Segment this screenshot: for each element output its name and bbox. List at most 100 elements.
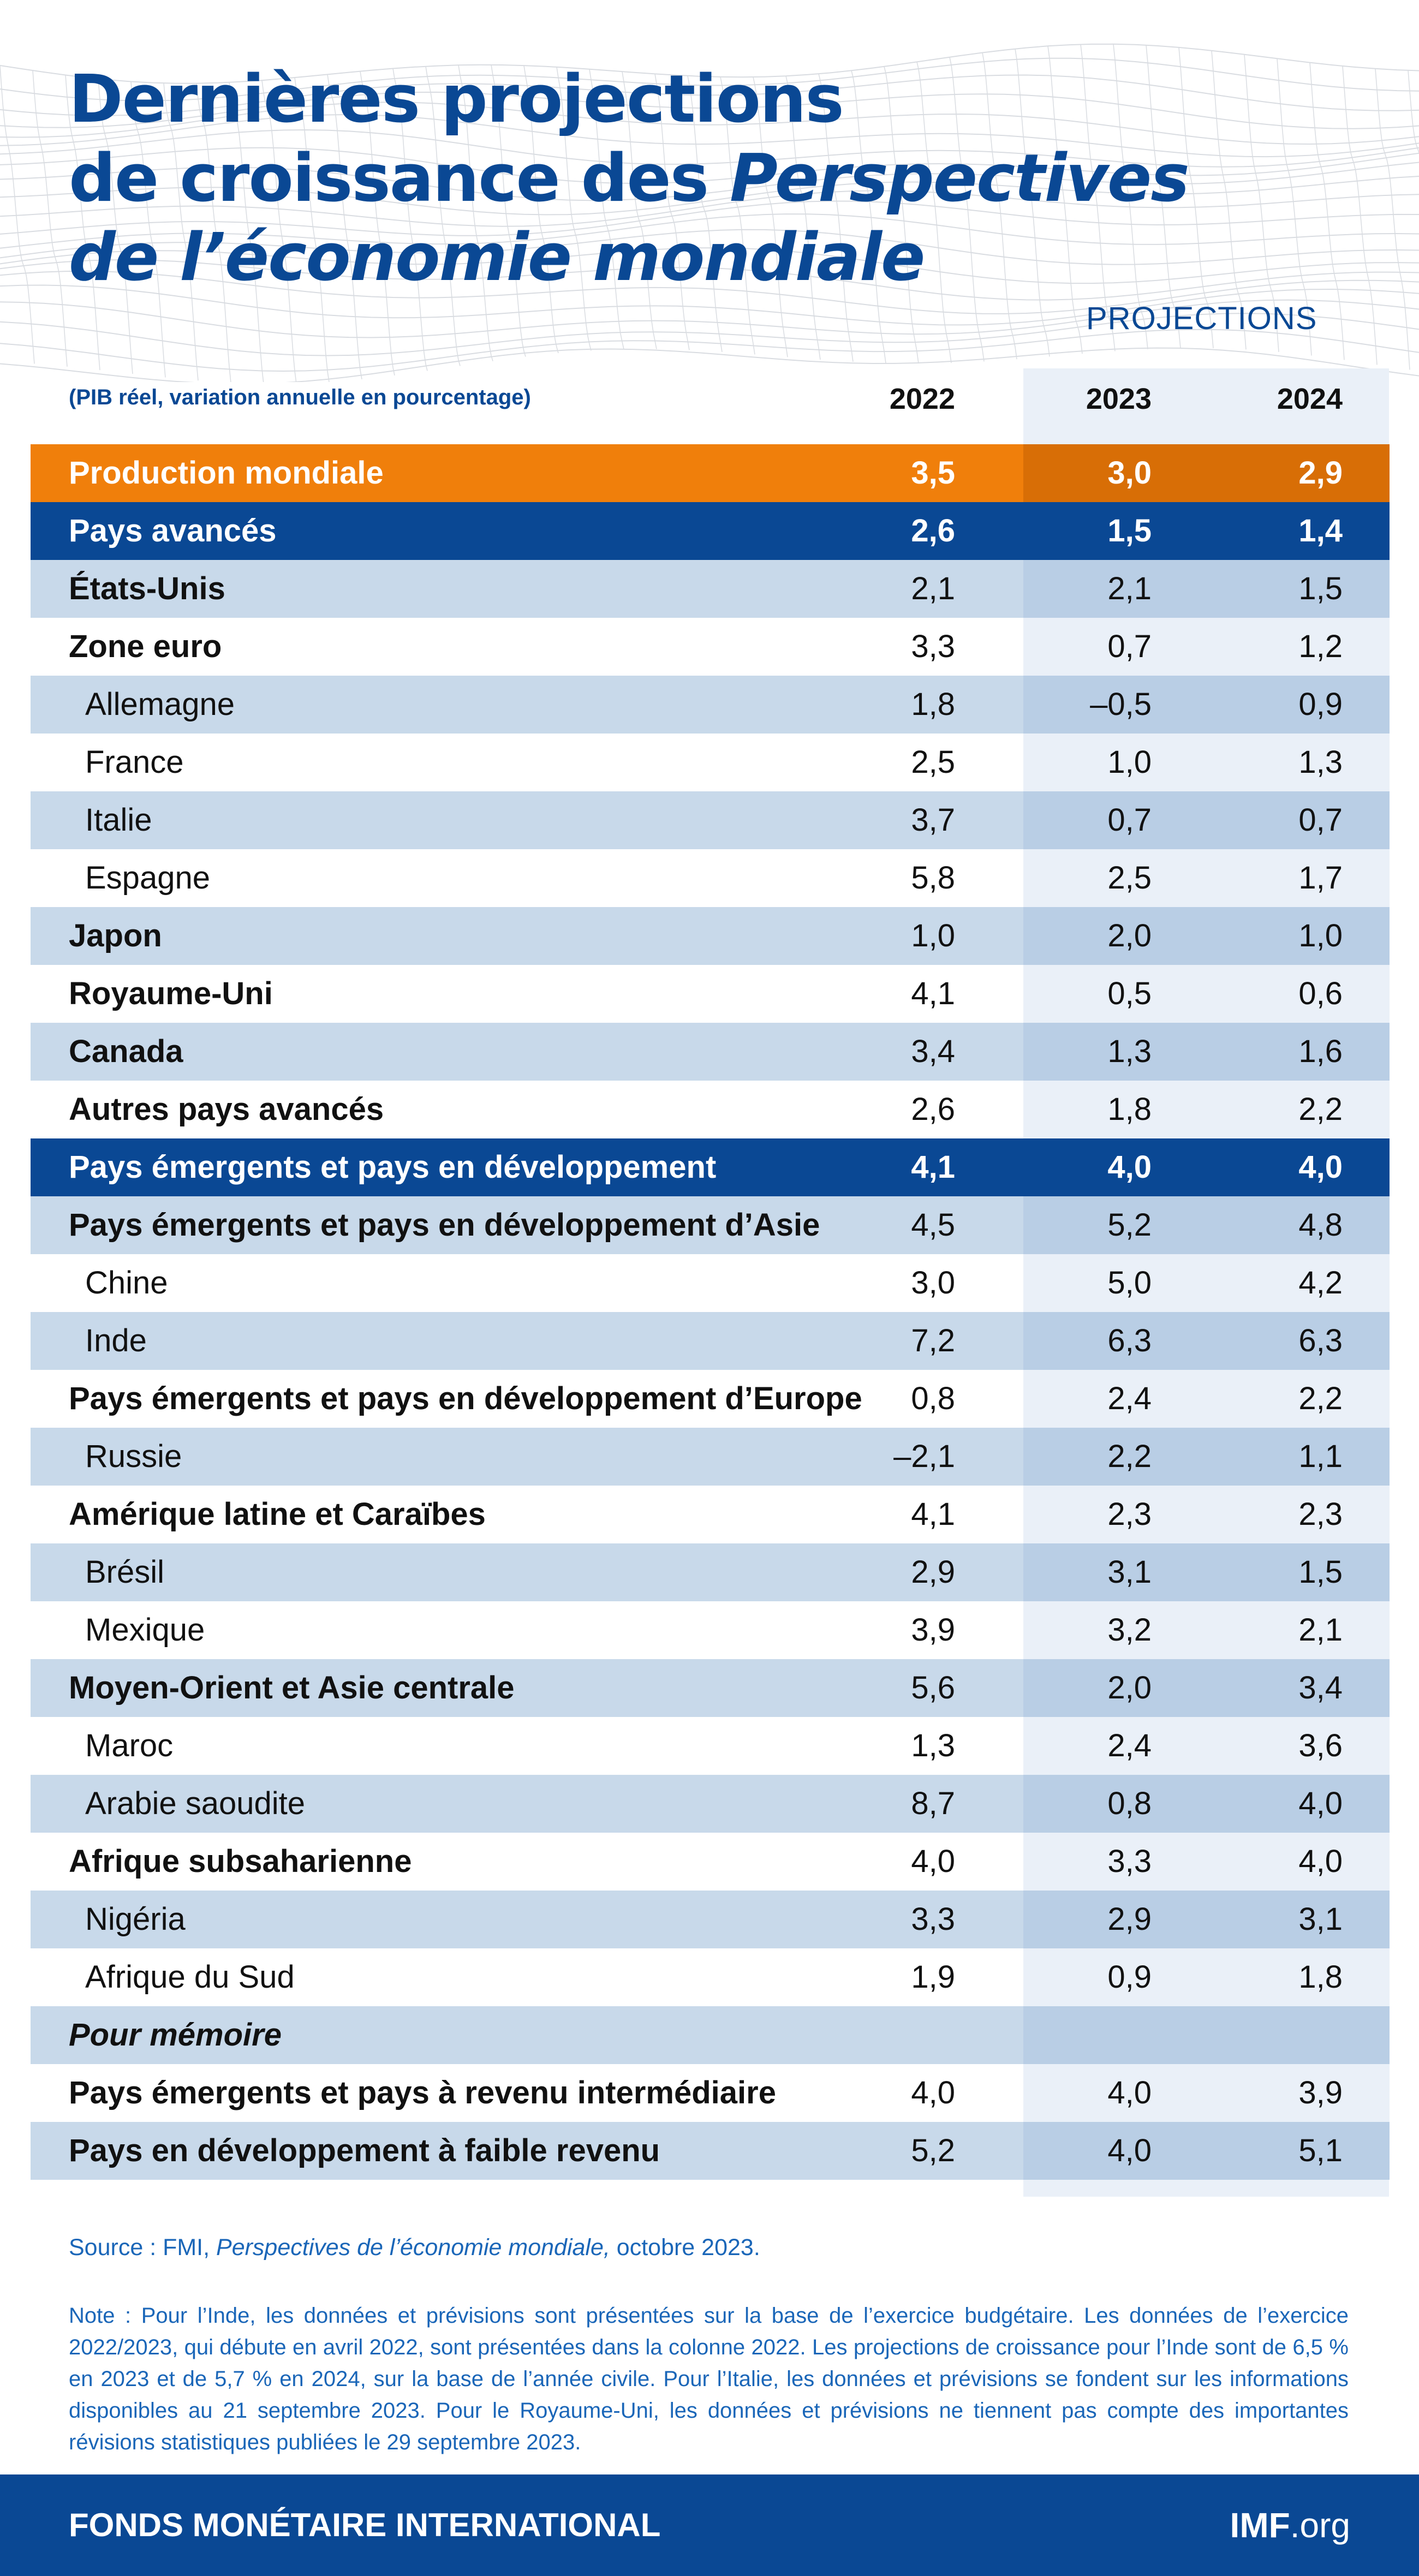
table-row: États-Unis 2,1 2,1 1,5 [31,560,1390,618]
table-row: Italie 3,7 0,7 0,7 [31,791,1390,849]
value-2022: 5,8 [911,860,955,896]
row-label: Allemagne [85,687,235,722]
row-label: Moyen-Orient et Asie centrale [69,1670,515,1706]
growth-table: Production mondiale 3,5 3,0 2,9 Pays avancés… [31,444,1390,2180]
value-2024: 6,3 [1298,1323,1343,1358]
table-row: Canada 3,4 1,3 1,6 [31,1023,1390,1081]
table-row: Japon 1,0 2,0 1,0 [31,907,1390,965]
year-header-2023: 2023 [1086,383,1152,415]
table-row: Chine 3,0 5,0 4,2 [31,1254,1390,1312]
year-header-2022: 2022 [889,383,955,415]
source-prefix: Source : FMI, [69,2234,217,2261]
table-row: Inde 7,2 6,3 6,3 [31,1312,1390,1370]
row-label: Afrique du Sud [85,1959,295,1995]
value-2023: 4,0 [1107,2075,1152,2110]
table-row: Mexique 3,9 3,2 2,1 [31,1601,1390,1659]
value-2023: 2,4 [1107,1728,1152,1763]
value-2024: 1,2 [1298,629,1343,664]
value-2022: 5,6 [911,1670,955,1706]
row-label: Pays émergents et pays en développement … [69,1381,862,1416]
row-label: Japon [69,918,162,953]
title-line-2: de croissance des Perspectives [69,139,1190,218]
projection-cell-bg [1023,1833,1390,1891]
value-2024: 4,8 [1298,1207,1343,1243]
value-2023: 2,1 [1107,571,1152,606]
table-row: Nigéria 3,3 2,9 3,1 [31,1891,1390,1948]
title-line-2-start: de croissance des [69,141,730,217]
row-label: Russie [85,1439,182,1474]
row-label: Pour mémoire [69,2017,282,2053]
projection-cell-bg [1023,502,1390,560]
projection-cell-bg [1023,560,1390,618]
value-2022: 7,2 [911,1323,955,1358]
value-2022: 3,7 [911,802,955,838]
value-2024: 3,4 [1298,1670,1343,1706]
value-2024: 1,8 [1298,1959,1343,1995]
projection-cell-bg [1023,965,1390,1023]
title-line-3: de l’économie mondiale [69,220,925,296]
table-row: Arabie saoudite 8,7 0,8 4,0 [31,1775,1390,1833]
row-label: États-Unis [69,571,225,606]
value-2023: 4,0 [1107,2133,1152,2168]
projection-cell-bg [1023,1891,1390,1948]
projection-cell-bg [1023,1543,1390,1601]
value-2023: 1,3 [1107,1034,1152,1069]
value-2024: 2,1 [1298,1612,1343,1648]
value-2022: 2,6 [911,1092,955,1127]
row-label: Arabie saoudite [85,1786,306,1821]
value-2023: 6,3 [1107,1323,1152,1358]
row-label: Chine [85,1265,168,1301]
value-2022: 3,0 [911,1265,955,1301]
value-2023: 3,3 [1107,1844,1152,1879]
value-2023: 3,0 [1107,455,1152,491]
table-row: Pays émergents et pays en développement 4… [31,1138,1390,1196]
row-label: Maroc [85,1728,174,1763]
table-row: Allemagne 1,8 –0,5 0,9 [31,676,1390,734]
table-row: Production mondiale 3,5 3,0 2,9 [31,444,1390,502]
table-row: Afrique du Sud 1,9 0,9 1,8 [31,1948,1390,2006]
table-row: Pays émergents et pays en développement … [31,1370,1390,1428]
projection-cell-bg [1023,676,1390,734]
row-label: Italie [85,802,152,838]
value-2024: 0,6 [1298,976,1343,1011]
value-2022: 3,3 [911,629,955,664]
value-2022: 4,1 [911,1149,955,1185]
source-suffix: octobre 2023. [610,2234,760,2261]
row-label: Nigéria [85,1901,186,1937]
value-2022: 4,1 [911,976,955,1011]
value-2024: 4,0 [1298,1786,1343,1821]
value-2023: 2,2 [1107,1439,1152,1474]
value-2024: 1,6 [1298,1034,1343,1069]
value-2023: 3,2 [1107,1612,1152,1648]
projection-cell-bg [1023,1948,1390,2006]
table-row: Zone euro 3,3 0,7 1,2 [31,618,1390,676]
value-2022: 1,8 [911,687,955,722]
value-2023: 0,5 [1107,976,1152,1011]
value-2022: 4,5 [911,1207,955,1243]
row-label: Brésil [85,1554,165,1590]
value-2024 [1179,2006,1343,2064]
value-2023: 3,1 [1107,1554,1152,1590]
projection-cell-bg [1023,1196,1390,1254]
value-2024: 0,7 [1298,802,1343,838]
value-2024: 3,1 [1298,1901,1343,1937]
table-row: Royaume-Uni 4,1 0,5 0,6 [31,965,1390,1023]
row-label: Mexique [85,1612,205,1648]
row-label: Canada [69,1034,183,1069]
table-row: Pays en développement à faible revenu 5,2… [31,2122,1390,2180]
footer-site-suffix: .org [1290,2506,1350,2545]
footer-organization: FONDS MONÉTAIRE INTERNATIONAL [69,2507,661,2543]
projection-cell-bg [1023,444,1390,502]
value-2024: 0,9 [1298,687,1343,722]
footer-website-link[interactable]: IMF.org [1230,2474,1350,2576]
value-2023: 4,0 [1107,1149,1152,1185]
row-label: Zone euro [69,629,222,664]
value-2023: 2,4 [1107,1381,1152,1416]
row-label: France [85,744,184,780]
table-row: Pour mémoire [31,2006,1390,2064]
value-2023: 2,0 [1107,918,1152,953]
source-publication: Perspectives de l’économie mondiale, [216,2234,610,2261]
value-2024: 1,5 [1298,1554,1343,1590]
title-line-1: Dernières projections [69,62,844,138]
table-row: France 2,5 1,0 1,3 [31,734,1390,791]
